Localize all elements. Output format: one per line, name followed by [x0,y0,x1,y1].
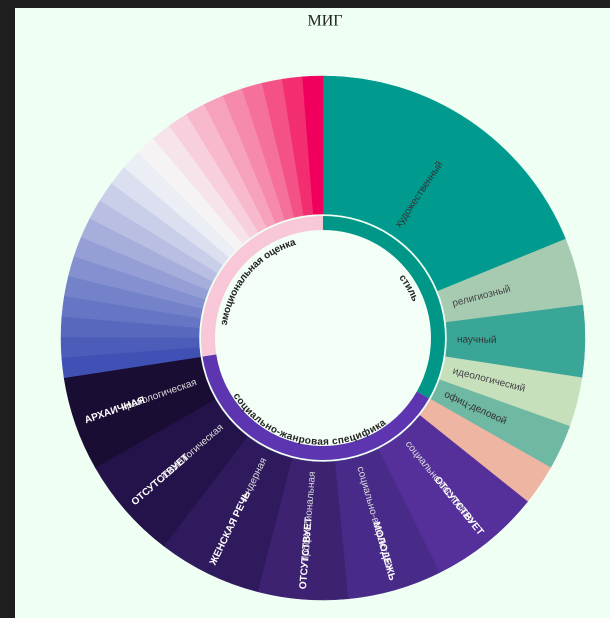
center [215,230,431,446]
segment-label: научный [457,334,497,346]
group-ring [201,216,323,357]
group-ring [323,216,446,399]
segment [322,75,566,292]
chart-title: МИГ [307,13,342,30]
group-ring [202,354,430,461]
segment [302,75,324,215]
